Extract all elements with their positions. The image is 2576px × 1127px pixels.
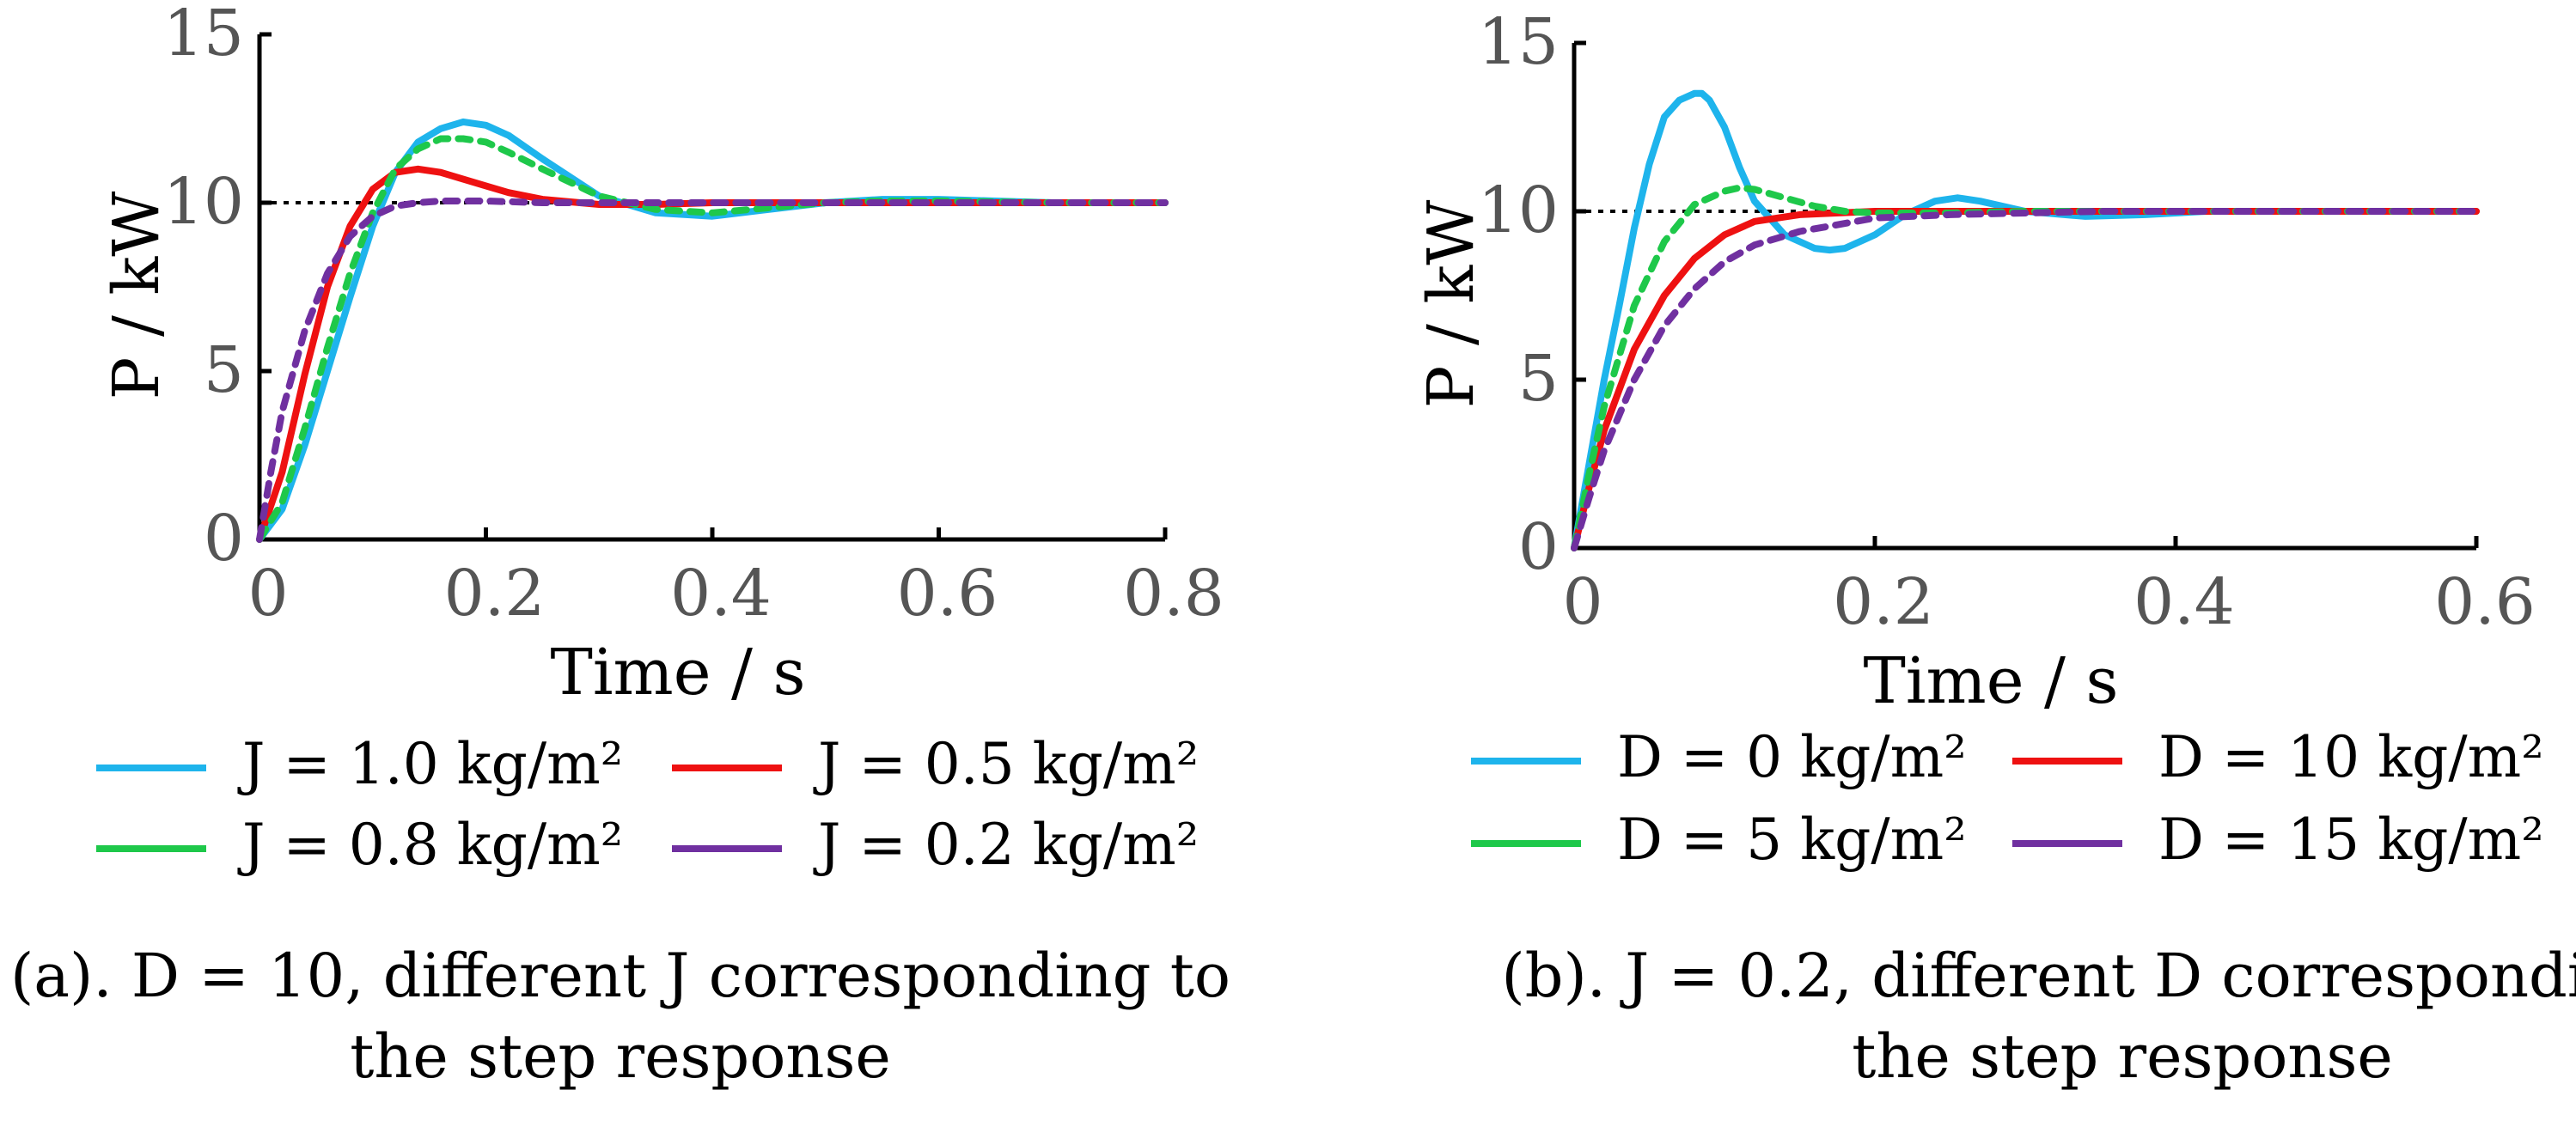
x-tick-label: 0.8 — [1123, 557, 1224, 631]
legend-entry: J = 1.0 kg/m² — [237, 731, 623, 797]
x-tick-label: 0 — [247, 557, 288, 631]
caption-line-2: the step response — [1852, 1021, 2393, 1092]
legend-entry: J = 0.8 kg/m² — [237, 812, 623, 878]
series-line-4 — [256, 198, 1169, 543]
caption-line-1: (a). D = 10, different J corresponding t… — [10, 941, 1230, 1011]
y-tick-label: 5 — [1518, 342, 1559, 416]
x-tick-label: 0.2 — [1833, 565, 1934, 639]
y-tick-label: 10 — [163, 165, 244, 239]
x-tick-label: 0.4 — [670, 557, 772, 631]
legend-entry: J = 0.2 kg/m² — [813, 812, 1199, 878]
legend-entry: D = 10 kg/m² — [2158, 724, 2544, 790]
legend-entry: D = 0 kg/m² — [1617, 724, 1967, 790]
chart-panel-b: 0 5 10 15 0 0.2 0.4 0.6 Time / s P / kW D = 0 kg/m… — [1414, 5, 2576, 1092]
caption-line-2: the step response — [350, 1021, 891, 1092]
y-tick-label: 15 — [163, 0, 244, 70]
series-line-3 — [1571, 184, 2480, 551]
y-tick-label: 10 — [1478, 174, 1559, 247]
chart-panel-a: 0 5 10 15 0 0.2 0.4 0.6 0.8 Time / s P / kW J = 1.0… — [10, 0, 1230, 1092]
x-axis-label: Time / s — [551, 636, 806, 710]
legend-entry: J = 0.5 kg/m² — [813, 731, 1199, 797]
series-line-2 — [1571, 208, 2480, 551]
x-tick-label: 0 — [1562, 565, 1602, 639]
y-tick-label: 0 — [204, 502, 244, 576]
series-line-1 — [1571, 89, 2480, 551]
caption-line-1: (b). J = 0.2, different D corresponding … — [1501, 941, 2576, 1011]
series-line-1 — [256, 118, 1169, 543]
x-tick-label: 0.4 — [2133, 565, 2235, 639]
x-tick-label: 0.6 — [2434, 565, 2536, 639]
x-tick-label: 0.2 — [444, 557, 546, 631]
x-tick-label: 0.6 — [897, 557, 998, 631]
y-tick-label: 5 — [204, 333, 244, 407]
y-axis-label: P / kW — [100, 192, 174, 400]
x-axis-label: Time / s — [1864, 644, 2119, 718]
series-line-2 — [256, 165, 1169, 543]
series-line-4 — [1571, 208, 2480, 551]
y-tick-label: 0 — [1518, 510, 1559, 584]
y-tick-label: 15 — [1478, 5, 1559, 79]
legend-entry: D = 15 kg/m² — [2158, 807, 2544, 873]
legend-entry: D = 5 kg/m² — [1617, 807, 1967, 873]
y-axis-label: P / kW — [1414, 200, 1488, 409]
